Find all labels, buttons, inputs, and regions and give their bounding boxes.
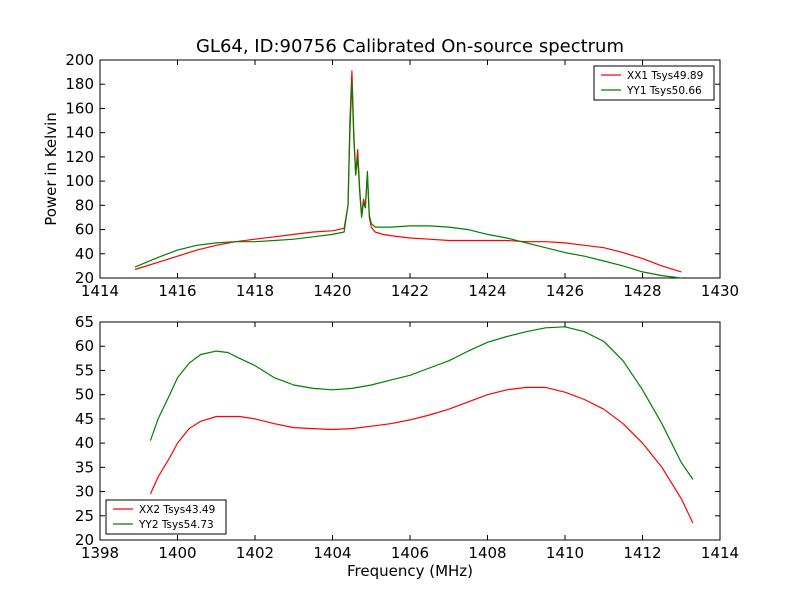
bottom-y-tick-label: 45 (75, 410, 94, 428)
bottom-y-tick-label: 20 (75, 531, 94, 549)
top-y-tick-label: 40 (75, 245, 94, 263)
top-x-tick-label: 1416 (158, 282, 196, 300)
top-y-tick-label: 60 (75, 221, 94, 239)
top-x-tick-label: 1418 (236, 282, 274, 300)
top-y-tick-label: 160 (65, 99, 94, 117)
bottom-y-tick-label: 30 (75, 483, 94, 501)
top-legend-label-2: YY1 Tsys50.66 (626, 85, 702, 97)
bottom-x-tick-label: 1410 (546, 544, 584, 562)
bottom-y-tick-label: 50 (75, 386, 94, 404)
bottom-x-tick-label: 1412 (623, 544, 661, 562)
bottom-x-tick-label: 1406 (391, 544, 429, 562)
top-legend-label-1: XX1 Tsys49.89 (627, 70, 703, 82)
chart-title: GL64, ID:90756 Calibrated On-source spec… (196, 36, 624, 57)
bottom-y-tick-label: 65 (75, 313, 94, 331)
bottom-x-tick-label: 1400 (158, 544, 196, 562)
bottom-series-line-2 (149, 326, 694, 480)
top-y-tick-label: 20 (75, 269, 94, 287)
top-x-tick-label: 1424 (468, 282, 506, 300)
top-x-tick-label: 1428 (623, 282, 661, 300)
bottom-y-tick-label: 35 (75, 458, 94, 476)
bottom-y-tick-label: 25 (75, 507, 94, 525)
top-x-tick-label: 1422 (391, 282, 429, 300)
bottom-x-tick-label: 1404 (313, 544, 351, 562)
top-y-tick-label: 180 (65, 75, 94, 93)
top-y-tick-label: 120 (65, 148, 94, 166)
bottom-series-line-1 (149, 386, 694, 524)
top-y-tick-label: 100 (65, 172, 94, 190)
top-y-tick-label: 80 (75, 196, 94, 214)
bottom-x-tick-label: 1408 (468, 544, 506, 562)
top-series-line-2 (134, 79, 682, 279)
bottom-x-tick-label: 1398 (81, 544, 119, 562)
top-x-tick-label: 1430 (701, 282, 739, 300)
bottom-y-tick-label: 55 (75, 361, 94, 379)
bottom-legend-label-1: XX2 Tsys43.49 (139, 504, 215, 516)
top-x-tick-label: 1420 (313, 282, 351, 300)
top-y-axis-label: Power in Kelvin (42, 112, 60, 226)
top-panel: 1414 1416 1418 1420 1422 1424 1426 1428 1430 20 40… (65, 51, 739, 300)
top-legend-box (593, 65, 715, 101)
bottom-y-tick-label: 40 (75, 434, 94, 452)
top-x-tick-label: 1414 (81, 282, 119, 300)
bottom-legend-label-2: YY2 Tsys54.73 (138, 519, 214, 531)
top-x-tick-label: 1426 (546, 282, 584, 300)
top-y-tick-label: 200 (65, 51, 94, 69)
bottom-x-tick-label: 1402 (236, 544, 274, 562)
bottom-legend-box (105, 499, 227, 535)
bottom-panel: 1398 1400 1402 1404 1406 1408 1410 1412 1414 20 25… (75, 313, 739, 562)
bottom-y-tick-label: 60 (75, 337, 94, 355)
bottom-x-axis-label: Frequency (MHz) (347, 562, 473, 580)
top-y-tick-label: 140 (65, 124, 94, 142)
bottom-x-tick-label: 1414 (701, 544, 739, 562)
